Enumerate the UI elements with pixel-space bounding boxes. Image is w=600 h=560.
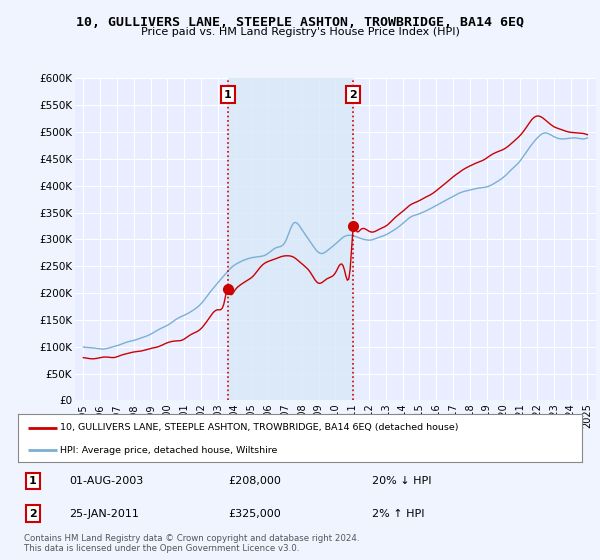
Text: 10, GULLIVERS LANE, STEEPLE ASHTON, TROWBRIDGE, BA14 6EQ: 10, GULLIVERS LANE, STEEPLE ASHTON, TROW… bbox=[76, 16, 524, 29]
Text: Price paid vs. HM Land Registry's House Price Index (HPI): Price paid vs. HM Land Registry's House … bbox=[140, 27, 460, 37]
Text: £325,000: £325,000 bbox=[228, 508, 281, 519]
Text: £208,000: £208,000 bbox=[228, 476, 281, 486]
Text: 25-JAN-2011: 25-JAN-2011 bbox=[69, 508, 139, 519]
Text: 1: 1 bbox=[224, 90, 232, 100]
Bar bbox=[227, 78, 353, 400]
Text: 10, GULLIVERS LANE, STEEPLE ASHTON, TROWBRIDGE, BA14 6EQ (detached house): 10, GULLIVERS LANE, STEEPLE ASHTON, TROW… bbox=[60, 423, 459, 432]
Text: 2: 2 bbox=[29, 508, 37, 519]
Text: 1: 1 bbox=[29, 476, 37, 486]
Text: Contains HM Land Registry data © Crown copyright and database right 2024.
This d: Contains HM Land Registry data © Crown c… bbox=[24, 534, 359, 553]
Text: 01-AUG-2003: 01-AUG-2003 bbox=[69, 476, 143, 486]
Text: 2: 2 bbox=[350, 90, 357, 100]
Text: 2% ↑ HPI: 2% ↑ HPI bbox=[372, 508, 425, 519]
Text: HPI: Average price, detached house, Wiltshire: HPI: Average price, detached house, Wilt… bbox=[60, 446, 278, 455]
Text: 20% ↓ HPI: 20% ↓ HPI bbox=[372, 476, 431, 486]
